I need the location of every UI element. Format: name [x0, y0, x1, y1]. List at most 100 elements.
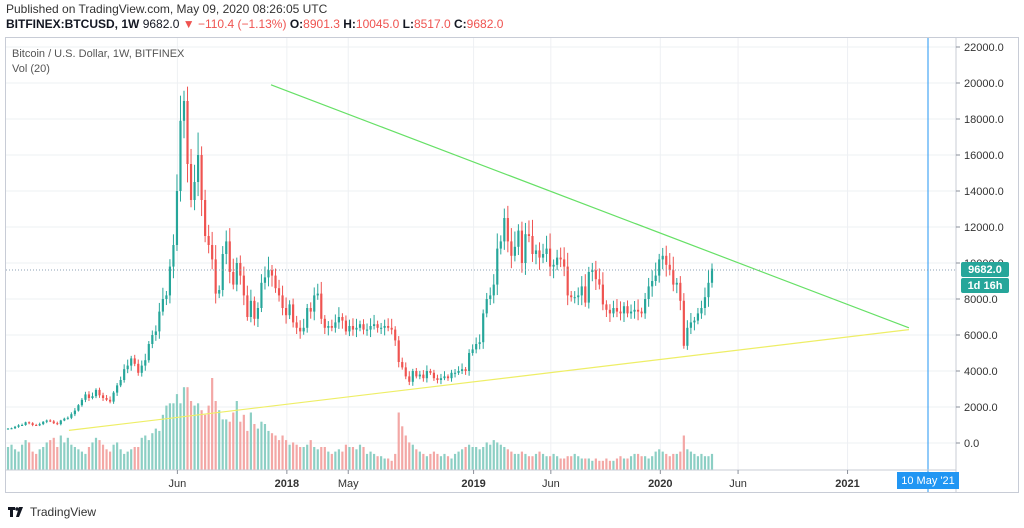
candle-body: [358, 324, 362, 328]
volume-bar: [337, 449, 340, 470]
volume-bar: [401, 426, 404, 470]
volume-bar: [281, 435, 284, 470]
volume-bar: [221, 419, 224, 470]
volume-bar: [288, 444, 291, 470]
volume-bar: [256, 428, 260, 470]
candle-body: [235, 263, 238, 285]
volume-bar: [211, 378, 214, 470]
volume-bar: [499, 444, 502, 470]
volume-bar: [306, 444, 309, 470]
candle-body: [570, 295, 573, 298]
symbol-label: BITFINEX:BTCUSD, 1W: [6, 17, 140, 31]
candle-body: [573, 297, 576, 299]
candle-body: [460, 369, 464, 371]
legend-title: Bitcoin / U.S. Dollar, 1W, BITFINEX: [12, 48, 185, 60]
volume-bar: [369, 451, 372, 470]
candle-body: [116, 385, 119, 393]
candle-body: [503, 218, 506, 242]
volume-bar: [73, 447, 76, 470]
candle-body: [196, 155, 200, 182]
candle-body: [401, 362, 404, 368]
candle-body: [77, 405, 80, 411]
candle-body: [20, 425, 24, 426]
countdown-badge-bg: [961, 278, 1009, 293]
candle-body: [478, 342, 481, 344]
volume-bar: [443, 453, 446, 470]
candle-body: [299, 327, 302, 332]
candle-body: [253, 300, 256, 319]
candle-body: [513, 246, 516, 256]
candle-body: [591, 270, 594, 272]
volume-bar: [640, 456, 643, 470]
candle-body: [306, 308, 309, 328]
candle-body: [112, 392, 115, 402]
candle-body: [42, 421, 45, 425]
candle-body: [267, 270, 270, 278]
volume-bar: [636, 453, 640, 470]
volume-bar: [295, 444, 298, 470]
candle-body: [84, 394, 87, 400]
candle-body: [615, 308, 619, 312]
candle-body: [622, 306, 626, 314]
volume-bar: [390, 460, 393, 470]
volume-bar: [35, 453, 38, 470]
volume-bar: [468, 444, 471, 470]
volume-bar: [316, 449, 319, 470]
x-tick-label: 2020: [648, 478, 672, 490]
volume-bar: [246, 430, 249, 470]
chart-frame[interactable]: [5, 37, 1019, 493]
volume-bar: [654, 451, 657, 470]
candle-body: [323, 318, 326, 328]
candle-body: [700, 308, 703, 314]
candle-body: [10, 428, 13, 430]
volume-bar: [478, 449, 481, 470]
volume-bar: [355, 449, 358, 470]
candle-body: [651, 281, 654, 287]
candle-body: [682, 300, 685, 346]
volume-bar: [693, 453, 696, 470]
volume-bar: [334, 451, 337, 470]
candle-body: [28, 422, 31, 424]
volume-bar: [242, 414, 245, 470]
volume-bar: [126, 451, 129, 470]
volume-bar: [207, 405, 210, 470]
volume-bar: [506, 449, 509, 470]
candle-body: [38, 424, 41, 426]
candle-body: [158, 311, 161, 332]
volume-bar: [133, 447, 136, 470]
volume-bar: [707, 456, 710, 470]
candle-body: [168, 266, 172, 296]
candle-body: [654, 275, 657, 281]
volume-bar: [260, 421, 263, 470]
volume-bar: [387, 458, 390, 470]
volume-bar: [598, 460, 601, 470]
y-tick-label: 6000.0: [964, 330, 998, 342]
candle-body: [644, 299, 647, 314]
volume-bar: [622, 458, 626, 470]
candle-body: [330, 326, 333, 328]
candle-body: [327, 326, 330, 328]
countdown-badge: 1d 16h: [968, 280, 1003, 292]
volume-bar: [130, 449, 133, 470]
candle-body: [147, 344, 150, 361]
volume-bar: [165, 405, 168, 470]
volume-bar: [263, 424, 267, 470]
candle-body: [101, 395, 105, 398]
volume-bar: [460, 449, 464, 470]
volume-bar: [563, 458, 566, 470]
volume-bar: [292, 442, 295, 470]
candle-body: [221, 254, 224, 290]
volume-bar: [204, 414, 207, 470]
candle-body: [541, 254, 545, 258]
candle-body: [510, 241, 513, 256]
volume-bar: [527, 456, 531, 470]
footer[interactable]: TradingView: [8, 505, 96, 519]
volume-bar: [147, 440, 150, 470]
volume-bar: [482, 447, 485, 470]
x-tick-label: 2018: [275, 478, 299, 490]
volume-bar: [415, 449, 418, 470]
close-label: C:: [454, 17, 467, 31]
x-tick-label: Jun: [542, 478, 560, 490]
candle-body: [351, 326, 355, 330]
